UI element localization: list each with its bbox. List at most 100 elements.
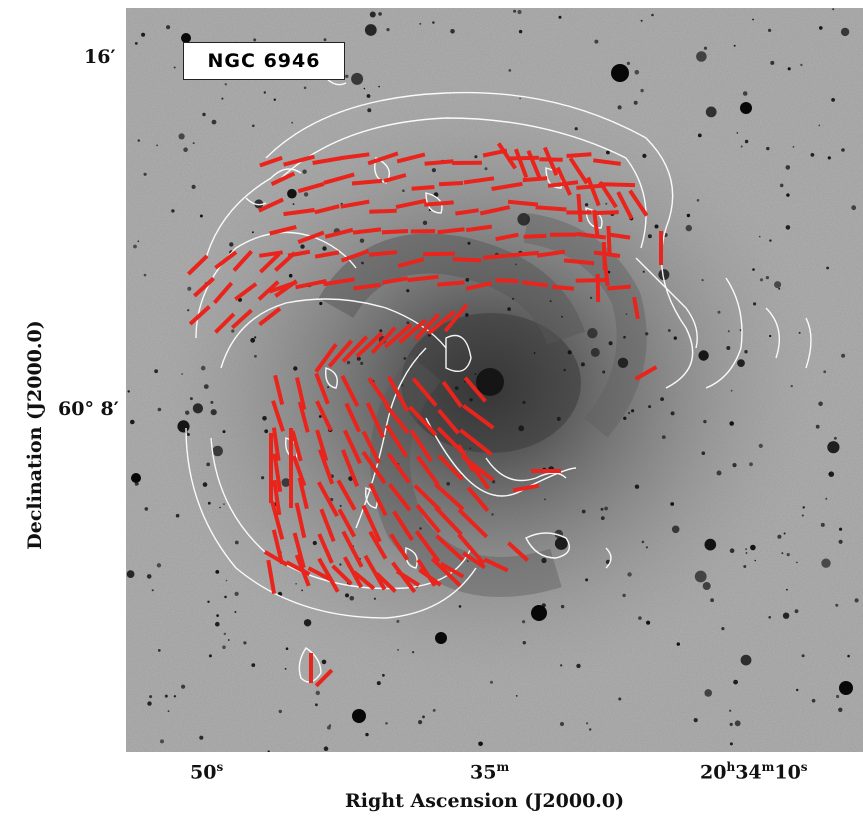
- star: [586, 722, 588, 724]
- star: [517, 213, 530, 226]
- star: [855, 598, 859, 602]
- x-tick-label: 20h34m10s: [700, 760, 808, 783]
- star: [234, 611, 236, 613]
- star: [208, 502, 211, 505]
- star: [587, 328, 597, 338]
- star: [365, 733, 368, 736]
- star: [786, 193, 789, 196]
- x-axis-label: Right Ascension (J2000.0): [345, 790, 624, 812]
- star: [432, 21, 435, 24]
- star: [206, 463, 210, 467]
- star: [825, 498, 827, 500]
- star: [703, 420, 706, 423]
- star: [339, 563, 341, 565]
- star: [200, 215, 203, 218]
- star: [750, 545, 756, 551]
- star: [446, 482, 450, 486]
- star: [287, 189, 297, 199]
- star: [319, 415, 322, 418]
- star: [302, 170, 306, 174]
- star: [474, 155, 477, 158]
- star: [412, 651, 414, 653]
- star: [768, 616, 771, 619]
- star: [252, 125, 255, 128]
- star: [576, 664, 580, 668]
- star: [582, 510, 586, 514]
- star: [322, 660, 327, 665]
- star: [638, 616, 642, 620]
- star: [645, 332, 648, 335]
- star: [402, 189, 405, 192]
- star: [224, 596, 227, 599]
- star: [696, 51, 707, 62]
- star: [401, 384, 403, 386]
- star: [734, 45, 736, 47]
- y-tick-label: 60° 8′: [58, 398, 119, 420]
- star: [737, 132, 739, 134]
- star: [291, 122, 293, 124]
- star: [327, 386, 329, 388]
- star: [419, 527, 421, 529]
- star: [740, 102, 752, 114]
- star: [705, 539, 717, 551]
- star: [367, 108, 371, 112]
- star: [698, 350, 708, 360]
- star: [211, 409, 217, 415]
- star: [127, 570, 135, 578]
- polarization-vector: [437, 282, 464, 284]
- star: [560, 664, 562, 666]
- star: [251, 663, 255, 667]
- star: [253, 38, 256, 41]
- star: [519, 98, 521, 100]
- star: [374, 598, 376, 600]
- star: [250, 338, 255, 343]
- star: [818, 402, 823, 407]
- polarization-vector: [595, 212, 618, 213]
- star: [550, 300, 552, 302]
- star: [759, 236, 761, 238]
- star: [732, 463, 736, 467]
- star: [606, 151, 610, 155]
- star: [642, 154, 646, 158]
- star: [224, 633, 226, 635]
- star: [478, 375, 480, 377]
- star: [839, 528, 842, 531]
- star: [851, 205, 856, 210]
- star: [467, 560, 469, 562]
- polarization-vector: [564, 260, 594, 263]
- star: [137, 240, 139, 242]
- star: [839, 540, 843, 544]
- star: [718, 311, 721, 314]
- star: [370, 12, 376, 18]
- star: [418, 720, 422, 724]
- star: [560, 722, 564, 726]
- polarization-vector: [453, 259, 481, 260]
- star: [717, 471, 722, 476]
- star: [627, 572, 631, 576]
- star: [316, 691, 320, 695]
- star: [604, 507, 608, 511]
- star: [640, 89, 643, 92]
- star: [835, 604, 838, 607]
- star: [423, 221, 427, 225]
- star: [777, 535, 781, 539]
- star: [174, 67, 176, 69]
- star: [782, 552, 784, 554]
- star: [668, 329, 671, 332]
- star: [419, 23, 421, 25]
- star: [293, 203, 295, 205]
- polarization-vector: [552, 287, 574, 289]
- star: [821, 523, 825, 527]
- star: [730, 723, 733, 726]
- star: [635, 485, 639, 489]
- polarization-vector: [439, 183, 463, 184]
- star: [648, 405, 651, 408]
- star: [651, 14, 654, 17]
- star: [702, 279, 704, 281]
- galaxy-nucleus: [476, 368, 504, 396]
- star: [252, 231, 254, 233]
- star: [228, 639, 230, 641]
- star: [406, 289, 409, 292]
- star: [555, 537, 568, 550]
- star: [455, 386, 459, 390]
